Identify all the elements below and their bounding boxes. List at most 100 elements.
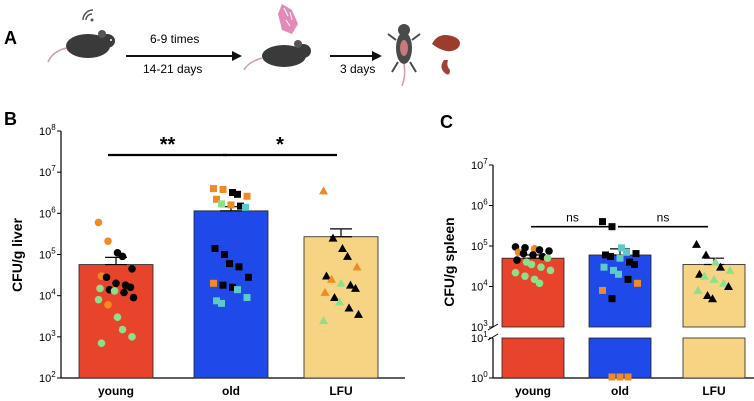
- y-tick-label: 106: [39, 205, 56, 220]
- spleen-icon: [441, 60, 450, 75]
- data-point: [632, 250, 640, 258]
- data-point: [110, 287, 119, 295]
- data-point: [599, 218, 606, 226]
- bar-LFU: [303, 236, 379, 379]
- arrow-1-head: [232, 51, 242, 61]
- data-point: [711, 257, 720, 266]
- data-point: [545, 247, 553, 255]
- ultrasound-icon: [82, 9, 94, 22]
- data-point: [245, 273, 252, 281]
- data-point: [227, 201, 235, 209]
- points: [94, 185, 363, 348]
- data-point: [708, 294, 717, 303]
- data-point: [608, 373, 616, 381]
- data-point: [725, 265, 735, 274]
- mouse-icon: [243, 40, 311, 71]
- data-point: [519, 249, 528, 258]
- data-point: [338, 243, 347, 252]
- bar-young-lower: [501, 337, 565, 379]
- y-tick-label: 101: [471, 330, 488, 345]
- data-point: [102, 273, 111, 282]
- data-point: [344, 303, 354, 312]
- data-point: [213, 195, 220, 203]
- data-point: [634, 279, 641, 287]
- data-point: [546, 266, 555, 275]
- data-point: [631, 260, 638, 268]
- data-point: [104, 237, 112, 246]
- x-categories: young old LFU: [98, 384, 353, 398]
- data-point: [724, 282, 733, 290]
- data-point: [703, 290, 712, 299]
- x-category-label: young: [515, 384, 551, 398]
- y-tick-label: 103: [471, 319, 488, 334]
- data-point: [243, 294, 251, 302]
- data-point: [320, 287, 330, 296]
- x-category-label: young: [98, 384, 134, 398]
- data-point: [210, 279, 217, 287]
- data-point: [330, 293, 339, 302]
- data-point: [229, 189, 236, 197]
- data-point: [599, 286, 606, 294]
- data-point: [319, 186, 328, 195]
- data-point: [716, 262, 725, 271]
- data-point: [118, 325, 127, 334]
- data-point: [693, 285, 703, 294]
- y-tick-label: 107: [39, 164, 56, 179]
- dissected-mouse-icon: [387, 24, 421, 87]
- data-point: [94, 295, 103, 304]
- y-tick-label: 107: [471, 157, 488, 172]
- significance: ns ns: [531, 211, 708, 228]
- data-point: [96, 284, 104, 293]
- data-point: [235, 263, 243, 271]
- bars: [78, 206, 379, 379]
- panel-label-a: A: [4, 28, 17, 48]
- data-point: [346, 280, 355, 289]
- data-point: [234, 286, 241, 294]
- x-category-label: old: [222, 384, 240, 398]
- bar-LFU: [682, 264, 746, 328]
- panel-label-b: B: [4, 109, 17, 129]
- bar-old: [193, 210, 269, 379]
- data-point: [343, 251, 352, 260]
- x-category-label: LFU: [329, 384, 352, 398]
- y-tick-label: 104: [39, 288, 56, 303]
- y-axis-label: CFU/g liver: [9, 217, 25, 291]
- x-category-label: old: [611, 384, 629, 398]
- data-point: [211, 244, 219, 252]
- data-point: [615, 270, 622, 278]
- schematic: 6-9 times 14-21 days 3 days: [47, 4, 460, 87]
- data-point: [700, 271, 709, 280]
- data-point: [529, 251, 537, 259]
- data-point: [701, 250, 711, 259]
- axis-break-mark: [487, 333, 499, 341]
- data-point: [218, 200, 225, 208]
- data-point: [126, 283, 135, 292]
- liver-icon: [432, 35, 460, 52]
- significance: ** *: [108, 134, 337, 157]
- bar-old: [588, 254, 652, 328]
- data-point: [335, 297, 344, 306]
- data-point: [128, 333, 136, 341]
- data-point: [543, 254, 552, 262]
- x-category-label: LFU: [702, 384, 725, 398]
- y-tick-label: 100: [471, 370, 488, 385]
- data-point: [535, 279, 544, 288]
- data-point: [600, 263, 608, 271]
- data-point: [521, 272, 529, 280]
- data-point: [616, 254, 624, 262]
- data-point: [527, 260, 536, 269]
- step1-top-label: 6-9 times: [150, 32, 199, 46]
- data-point: [610, 266, 617, 274]
- y-tick-label: 102: [39, 370, 56, 385]
- data-point: [607, 253, 614, 261]
- significance-label: ns: [566, 211, 579, 225]
- data-point: [129, 293, 138, 302]
- points: [511, 218, 735, 381]
- y-tick-label: 106: [471, 198, 488, 213]
- y-ticks: 102 103 104 105 106 107 108: [39, 123, 61, 385]
- y-axis-label: CFU/g spleen: [441, 217, 457, 306]
- data-point: [336, 278, 346, 287]
